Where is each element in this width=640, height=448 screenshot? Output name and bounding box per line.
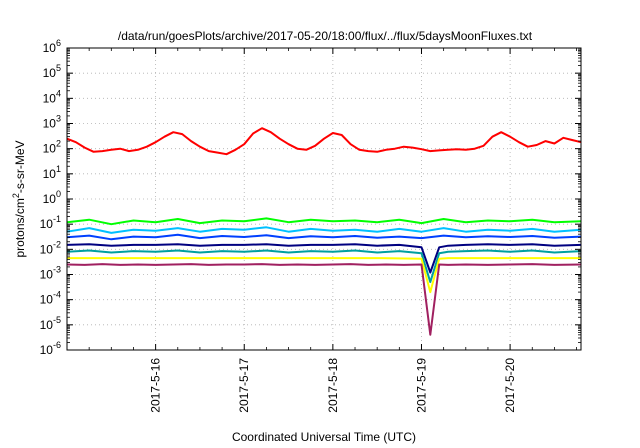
y-axis-label: protons/cm2-s-sr-MeV [11,140,27,257]
series-line-6 [66,249,582,284]
x-tick-label: 2017-5-16 [149,358,163,413]
y-axis-label-sup: 2 [11,193,21,198]
x-tick-label: 2017-5-19 [414,358,428,413]
series-layer [66,127,582,336]
y-tick-label: 10-1 [40,214,61,231]
x-tick-label: 2017-5-18 [326,358,340,413]
y-tick-label: 10-5 [40,315,61,332]
y-tick-label: 106 [43,38,61,55]
x-tick-label: 2017-5-17 [237,358,251,413]
y-tick-label: 10-3 [40,265,61,282]
series-line-1 [66,127,582,156]
series-line-4 [66,233,582,241]
series-line-3 [66,226,582,234]
grid [67,47,581,351]
y-tick-label: 102 [43,139,61,156]
x-axis-label: Coordinated Universal Time (UTC) [232,430,416,444]
series-line-7 [67,257,581,294]
y-tick-label: 10-6 [40,340,61,357]
series-line-8 [66,263,582,336]
y-tick-label: 100 [43,189,61,206]
series-line-2 [66,217,582,226]
y-axis-label-pre: protons/cm [13,198,27,257]
y-tick-label: 103 [43,114,61,131]
y-tick-label: 104 [43,88,61,105]
x-tick-label: 2017-5-20 [503,358,517,413]
axes: 10-6 10-5 10-4 10-3 10-2 10-1 100 101 102 103 104 1… [40,38,581,413]
chart-title: /data/run/goesPlots/archive/2017-05-20/1… [118,29,533,43]
y-tick-label: 105 [43,63,61,80]
y-axis-label-post: -s-sr-MeV [13,140,27,193]
series-line-5 [66,243,582,274]
y-tick-label: 101 [43,164,61,181]
y-tick-label: 10-4 [40,290,61,307]
y-tick-label: 10-2 [40,239,61,256]
